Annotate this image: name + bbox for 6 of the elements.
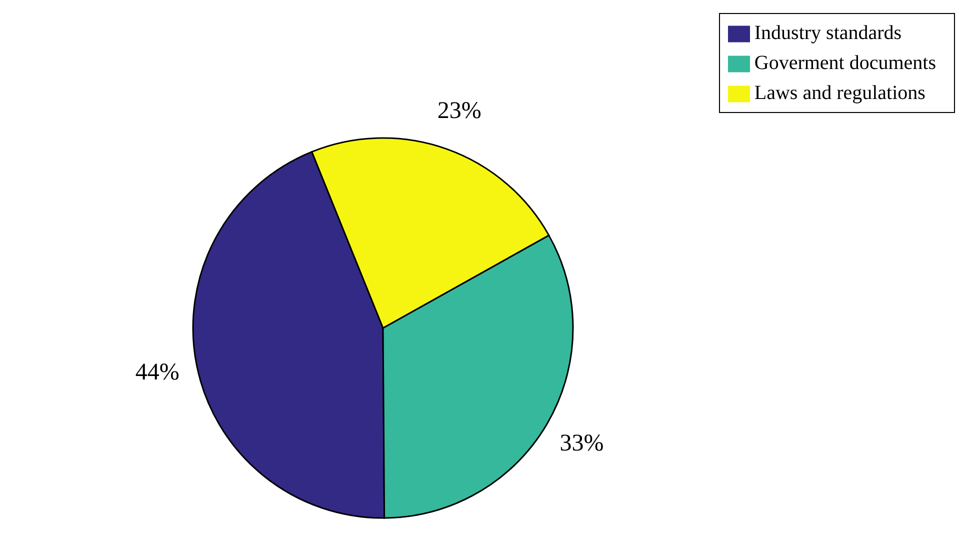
data-label: 33% — [560, 430, 604, 457]
legend-label: Goverment documents — [754, 52, 936, 74]
legend-label: Laws and regulations — [754, 82, 926, 104]
data-label: 23% — [437, 98, 482, 124]
data-label: 44% — [135, 360, 180, 386]
legend-label: Industry standards — [754, 22, 902, 44]
